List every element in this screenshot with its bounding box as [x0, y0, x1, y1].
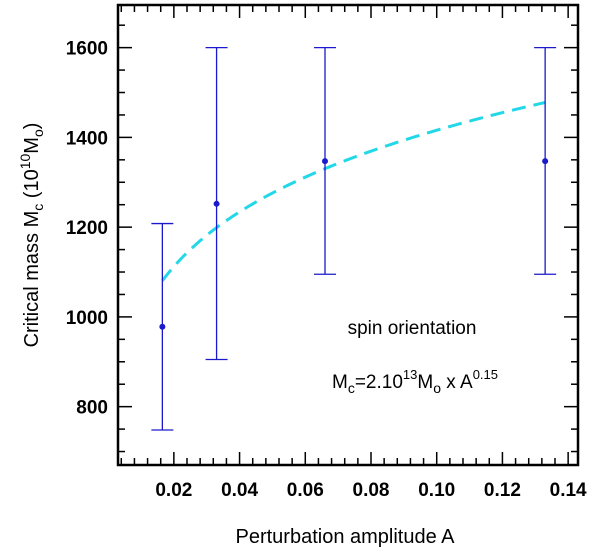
- formula-lhs-sub: c: [348, 380, 355, 396]
- data-point: [213, 200, 220, 207]
- y-title-suffix: ): [21, 123, 43, 130]
- x-tick-label: 0.02: [155, 480, 192, 501]
- x-tick-label: 0.08: [353, 480, 390, 501]
- axis-ticks: [118, 5, 578, 465]
- fit-line: [161, 101, 546, 282]
- data-point: [159, 323, 166, 330]
- formula-exp: 13: [403, 367, 417, 382]
- y-tick-label: 1200: [66, 218, 108, 239]
- formula-times: x A: [441, 372, 473, 393]
- y-axis-title: Critical mass Mc (1010Mo): [17, 123, 46, 348]
- data-points: [159, 158, 549, 330]
- formula-eq: =2.10: [355, 372, 403, 393]
- x-tick-label: 0.10: [418, 480, 455, 501]
- y-title-prefix-sub: c: [30, 204, 46, 211]
- y-tick-label: 800: [76, 398, 108, 419]
- y-title-middle: (10: [21, 169, 43, 203]
- y-tick-label: 1400: [66, 128, 108, 149]
- annotation-fit-formula: Mc=2.1013Mo x A0.15: [332, 367, 498, 396]
- y-tick-label: 1600: [66, 39, 108, 60]
- y-tick-labels: 800 1000 1200 1400 1600: [66, 39, 108, 419]
- annotation-spin-orientation: spin orientation: [348, 318, 477, 339]
- y-title-middle-sup: 10: [17, 154, 33, 170]
- data-point: [322, 158, 328, 165]
- y-tick-label: 1000: [66, 308, 108, 329]
- formula-unit-sub: o: [433, 380, 441, 396]
- y-title-prefix: Critical mass M: [21, 211, 43, 348]
- formula-lhs: M: [332, 372, 348, 393]
- x-tick-labels: 0.02 0.04 0.06 0.08 0.10 0.12 0.14: [155, 480, 587, 501]
- x-tick-label: 0.12: [484, 480, 521, 501]
- data-point: [542, 158, 549, 165]
- x-tick-label: 0.14: [550, 480, 587, 501]
- x-tick-label: 0.04: [221, 480, 258, 501]
- fit-curve: [161, 101, 546, 282]
- x-tick-label: 0.06: [287, 480, 324, 501]
- plot-frame: [116, 3, 580, 467]
- formula-unit: M: [417, 372, 433, 393]
- y-title-unit: M: [21, 137, 43, 154]
- y-title-unit-sub: o: [30, 129, 46, 137]
- formula-pow: 0.15: [473, 367, 498, 382]
- x-axis-title: Perturbation amplitude A: [235, 526, 455, 548]
